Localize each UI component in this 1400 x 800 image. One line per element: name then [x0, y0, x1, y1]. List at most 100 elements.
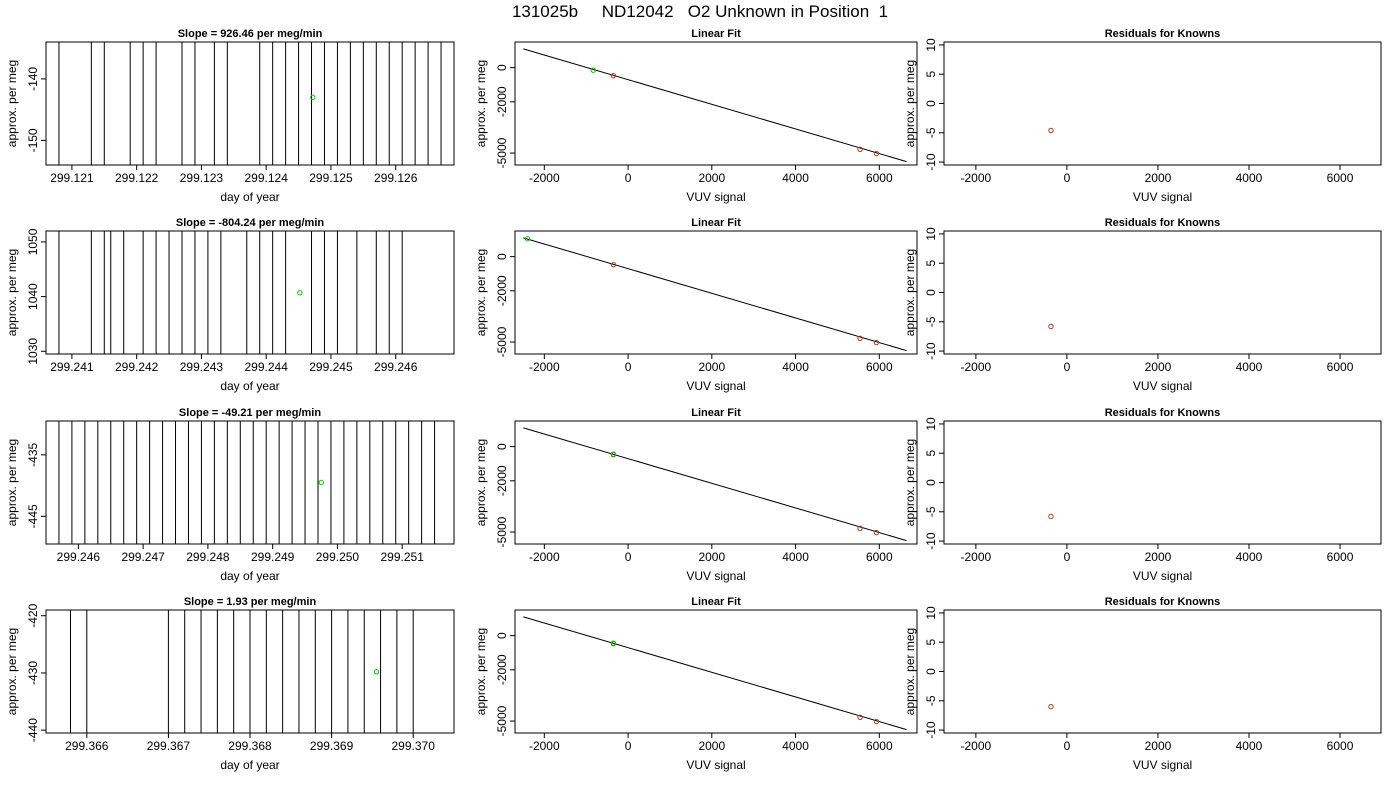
- residual-point: [1048, 127, 1054, 134]
- linear-fit-panel-row-1: Linear Fit -2000 0 2000 4000 6000 0 -2000 -5000 V…: [474, 28, 918, 204]
- y-tick-label: 10: [924, 38, 938, 52]
- residuals-panel-row-2: Residuals for Knowns -2000 0 2000 4000 6000 10…: [903, 217, 1382, 393]
- y-tick-label: -10: [924, 342, 938, 360]
- y-tick-label: -10: [924, 721, 938, 739]
- known-point: [857, 525, 863, 531]
- x-axis-label: VUV signal: [686, 758, 745, 772]
- y-tick-label: -420: [26, 603, 40, 627]
- residual-point: [1048, 703, 1054, 710]
- x-tick-label: 2000: [698, 171, 725, 185]
- x-tick-label: 0: [625, 550, 632, 564]
- unknown-point: [524, 235, 531, 242]
- y-tick-label: -5: [924, 316, 938, 327]
- y-tick-label: 10: [924, 606, 938, 620]
- x-tick-label: 299.246: [57, 550, 101, 564]
- known-point: [610, 72, 617, 79]
- page-title: 131025b ND12042 O2 Unknown in Position 1: [511, 2, 889, 21]
- x-axis-label: VUV signal: [1133, 379, 1192, 393]
- x-axis-label: day of year: [220, 379, 279, 393]
- y-tick-label: 5: [924, 260, 938, 267]
- x-tick-label: 6000: [1327, 739, 1354, 753]
- mean-point: [310, 94, 316, 101]
- x-tick-label: 4000: [1236, 171, 1263, 185]
- y-tick-label: 5: [924, 71, 938, 78]
- chart-title: Slope = -49.21 per meg/min: [179, 407, 321, 419]
- y-tick-label: 10: [924, 417, 938, 431]
- x-tick-label: 299.245: [309, 360, 353, 374]
- fit-line: [523, 427, 907, 542]
- known-point: [873, 150, 880, 157]
- x-tick-label: 299.248: [186, 550, 230, 564]
- y-tick-label: -435: [26, 442, 40, 466]
- x-tick-label: 299.370: [392, 739, 436, 753]
- y-tick-label: 5: [924, 639, 938, 646]
- y-axis-label: approx. per meg: [5, 249, 19, 336]
- y-tick-label: 1040: [26, 283, 40, 310]
- x-tick-label: 6000: [866, 550, 893, 564]
- fit-line: [523, 237, 907, 352]
- x-tick-label: 0: [1064, 550, 1071, 564]
- y-axis-label: approx. per meg: [903, 249, 917, 336]
- known-point: [873, 718, 880, 725]
- y-tick-label: 10: [924, 227, 938, 241]
- y-axis-label: approx. per meg: [5, 60, 19, 147]
- y-axis-label: approx. per meg: [474, 439, 488, 526]
- y-tick-label: -5: [924, 127, 938, 138]
- chart-title: Residuals for Knowns: [1105, 407, 1221, 419]
- known-point: [857, 146, 863, 152]
- y-tick-label: 0: [924, 668, 938, 675]
- y-tick-label: 5: [924, 450, 938, 457]
- x-tick-label: 2000: [698, 739, 725, 753]
- x-axis-label: day of year: [220, 758, 279, 772]
- y-axis-label: approx. per meg: [903, 628, 917, 715]
- y-axis-label: approx. per meg: [903, 439, 917, 526]
- y-tick-label: 1030: [26, 338, 40, 365]
- x-tick-label: 299.242: [115, 360, 159, 374]
- x-tick-label: 6000: [866, 360, 893, 374]
- fit-line: [523, 48, 907, 163]
- y-tick-label: 0: [495, 64, 509, 71]
- x-tick-label: 0: [625, 171, 632, 185]
- time-series-panel-row-2: Slope = -804.24 per meg/min 299.241 299.24…: [5, 217, 455, 393]
- x-tick-label: 299.243: [180, 360, 224, 374]
- chart-title: Linear Fit: [691, 217, 741, 229]
- x-axis-label: VUV signal: [1133, 190, 1192, 204]
- x-tick-label: 2000: [698, 550, 725, 564]
- y-tick-label: -440: [26, 718, 40, 742]
- y-tick-label: -5000: [495, 137, 509, 168]
- y-axis-label: approx. per meg: [5, 628, 19, 715]
- x-tick-label: -2000: [961, 171, 992, 185]
- known-point: [873, 529, 880, 536]
- chart-title: Residuals for Knowns: [1105, 217, 1221, 229]
- x-tick-label: 299.126: [374, 171, 418, 185]
- y-tick-label: -2000: [495, 275, 509, 306]
- y-tick-label: -2000: [495, 465, 509, 496]
- residual-point: [1048, 323, 1054, 330]
- x-tick-label: 299.249: [251, 550, 295, 564]
- x-tick-label: 2000: [1145, 171, 1172, 185]
- x-tick-label: 4000: [1236, 739, 1263, 753]
- x-axis-label: VUV signal: [686, 190, 745, 204]
- y-tick-label: 0: [495, 632, 509, 639]
- x-axis-label: VUV signal: [1133, 569, 1192, 583]
- x-tick-label: 299.121: [50, 171, 94, 185]
- residuals-panel-row-1: Residuals for Knowns -2000 0 2000 4000 6000 10…: [903, 28, 1382, 204]
- x-tick-label: 2000: [1145, 739, 1172, 753]
- y-tick-label: -2000: [495, 654, 509, 685]
- chart-title: Linear Fit: [691, 407, 741, 419]
- unknown-point: [610, 640, 617, 646]
- mean-point: [297, 290, 303, 296]
- y-axis-label: approx. per meg: [474, 60, 488, 147]
- known-point: [857, 335, 863, 341]
- plot-frame: [514, 609, 918, 734]
- y-axis-label: approx. per meg: [474, 249, 488, 336]
- y-tick-label: 1050: [26, 228, 40, 255]
- x-tick-label: 299.247: [121, 550, 165, 564]
- x-tick-label: 6000: [1327, 550, 1354, 564]
- y-tick-label: 0: [495, 443, 509, 450]
- x-tick-label: 299.123: [180, 171, 224, 185]
- x-tick-label: 299.251: [380, 550, 424, 564]
- x-tick-label: 4000: [782, 550, 809, 564]
- plot-frame: [45, 230, 455, 355]
